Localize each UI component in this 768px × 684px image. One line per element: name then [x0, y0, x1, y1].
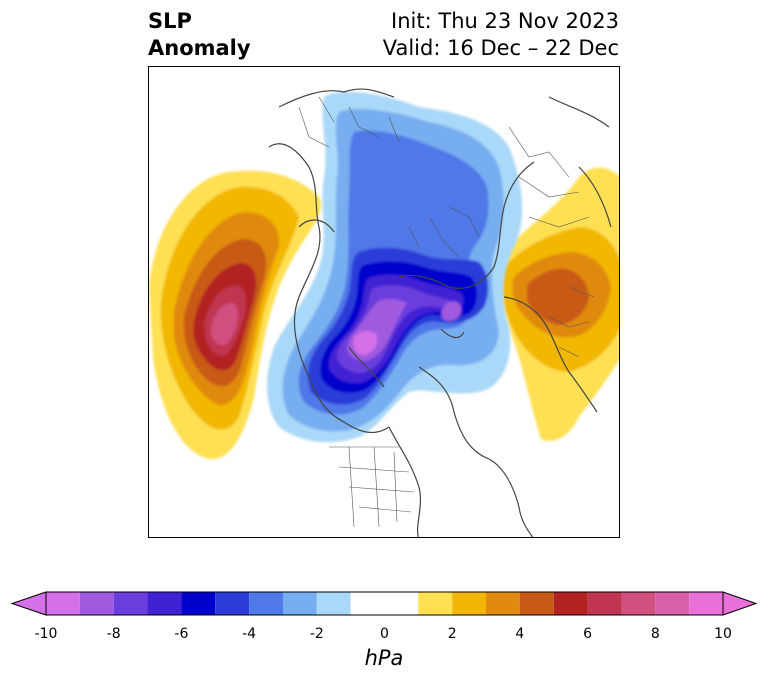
positive-anomaly-pacific [149, 170, 321, 460]
colorbar-segment [249, 592, 283, 615]
country-borders [298, 96, 595, 528]
colorbar-segment [79, 592, 114, 615]
coastlines [268, 88, 612, 537]
colorbar-segment [553, 592, 588, 615]
colorbar-segment [655, 592, 690, 615]
colorbar-segment [486, 592, 520, 615]
colorbar-tick-label: 2 [447, 626, 457, 642]
colorbar-unit: hPa [364, 646, 404, 670]
colorbar-tick-label: -6 [174, 626, 189, 642]
anomaly-map [149, 88, 619, 537]
colorbar-tick-label: 4 [515, 626, 525, 642]
colorbar-tick-label: -4 [242, 626, 257, 642]
colorbar-tick-label: 0 [380, 626, 389, 642]
colorbar-segment [181, 592, 216, 615]
colorbar-segments [10, 591, 758, 616]
colorbar-segment [621, 592, 656, 615]
colorbar-tick-label: -8 [106, 626, 121, 642]
colorbar-tick-label: 10 [714, 626, 732, 642]
chart-title: SLP Anomaly [148, 8, 251, 62]
colorbar-segment [282, 592, 317, 615]
colorbar-segment [418, 592, 453, 615]
init-date: Init: Thu 23 Nov 2023 [391, 9, 619, 33]
colorbar-tick-label: -2 [309, 626, 324, 642]
colorbar-segment [113, 592, 148, 615]
colorbar-segment [587, 592, 622, 615]
colorbar-extend-max [722, 591, 758, 616]
colorbar [10, 591, 758, 616]
colorbar-segment [350, 592, 419, 615]
colorbar-segment [452, 592, 487, 615]
negative-anomaly-arctic [267, 91, 523, 443]
colorbar-segment [46, 592, 80, 615]
colorbar-segment [215, 592, 250, 615]
colorbar-tick-label: -10 [34, 626, 58, 642]
chart-dates: Init: Thu 23 Nov 2023 Valid: 16 Dec – 22… [383, 8, 619, 62]
title-variable: SLP [148, 9, 192, 33]
map-panel [148, 66, 620, 538]
colorbar-segment [519, 592, 554, 615]
colorbar-segment [689, 592, 723, 615]
colorbar-frame [45, 591, 724, 616]
valid-range: Valid: 16 Dec – 22 Dec [382, 36, 619, 60]
positive-anomaly-asia [498, 167, 619, 441]
colorbar-tick-label: 8 [650, 626, 660, 642]
colorbar-extend-min [10, 591, 47, 616]
colorbar-tick-label: 6 [583, 626, 593, 642]
colorbar-segment [147, 592, 182, 615]
title-anomaly: Anomaly [148, 36, 251, 60]
colorbar-segment [316, 592, 351, 615]
